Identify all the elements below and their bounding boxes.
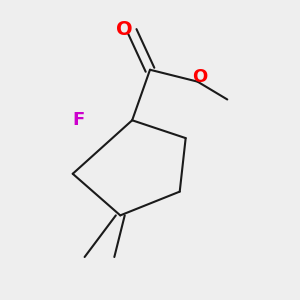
Text: O: O xyxy=(116,20,133,39)
Text: F: F xyxy=(73,111,85,129)
Text: O: O xyxy=(192,68,208,86)
